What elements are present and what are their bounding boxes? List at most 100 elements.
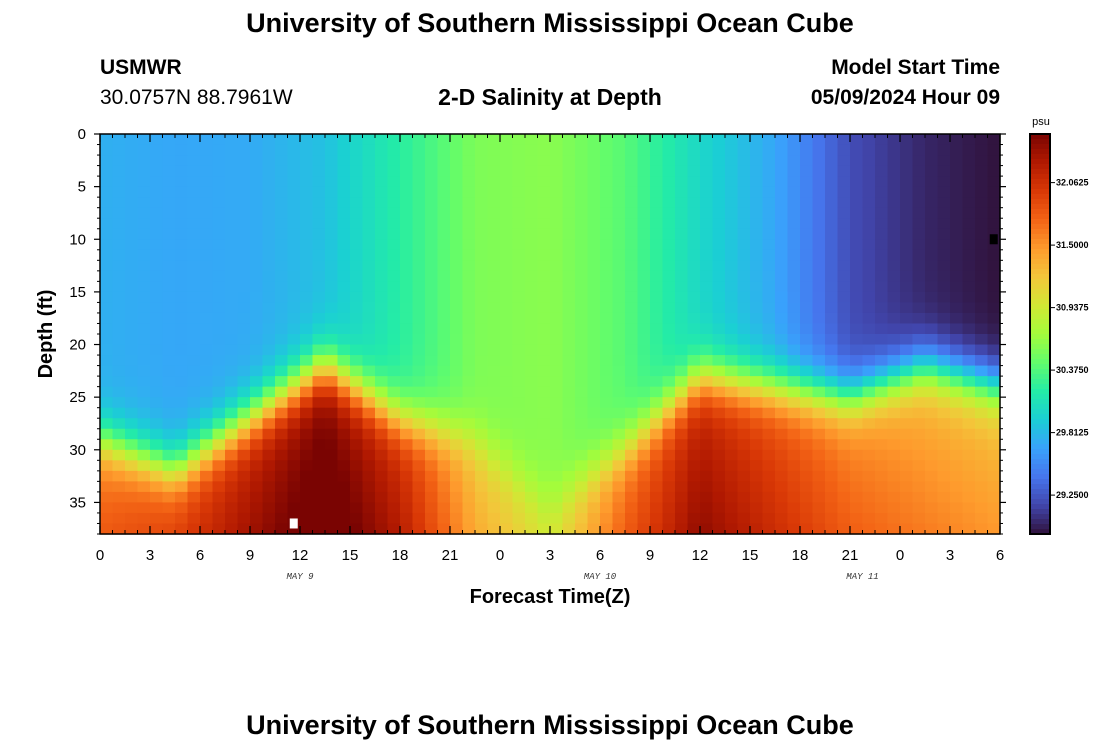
heatmap-cell: [737, 428, 751, 440]
heatmap-cell: [937, 407, 951, 419]
heatmap-cell: [937, 470, 951, 482]
heatmap-cell: [700, 218, 714, 230]
heatmap-cell: [162, 239, 176, 251]
heatmap-cell: [950, 418, 964, 430]
colorbar-tick-label: 29.2500: [1056, 490, 1089, 500]
heatmap-cell: [987, 449, 1001, 461]
heatmap-cell: [825, 365, 839, 377]
heatmap-cell: [712, 207, 726, 219]
heatmap-cell: [325, 470, 339, 482]
heatmap-cell: [100, 281, 114, 293]
heatmap-cell: [962, 523, 976, 535]
colorbar-segment: [1030, 449, 1050, 455]
heatmap-cell: [812, 449, 826, 461]
heatmap-cell: [437, 186, 451, 198]
heatmap-cell: [237, 144, 251, 156]
heatmap-cell: [762, 323, 776, 335]
heatmap-cell: [275, 491, 289, 504]
heatmap-cell: [362, 512, 376, 525]
heatmap-cell: [700, 291, 714, 304]
heatmap-cell: [387, 249, 401, 261]
heatmap-cell: [200, 155, 214, 167]
heatmap-cell: [237, 407, 251, 419]
heatmap-cell: [287, 491, 301, 504]
heatmap-cell: [800, 323, 814, 335]
heatmap-cell: [450, 197, 464, 209]
heatmap-cell: [412, 281, 426, 293]
heatmap-cell: [425, 502, 439, 514]
heatmap-cell: [950, 502, 964, 514]
heatmap-cell: [850, 502, 864, 514]
heatmap-cell: [800, 281, 814, 293]
heatmap-cell: [575, 365, 589, 377]
heatmap-cell: [175, 323, 189, 335]
heatmap-cell: [875, 312, 889, 325]
heatmap-cell: [775, 344, 789, 356]
heatmap-cell: [675, 386, 689, 398]
heatmap-cell: [887, 386, 901, 398]
heatmap-cell: [987, 312, 1001, 325]
heatmap-cell: [575, 134, 589, 146]
heatmap-cell: [662, 249, 676, 261]
heatmap-cell: [850, 207, 864, 219]
heatmap-cell: [625, 197, 639, 209]
heatmap-cell: [862, 144, 876, 156]
heatmap-cell: [762, 365, 776, 377]
heatmap-cell: [162, 228, 176, 240]
heatmap-cell: [687, 439, 701, 451]
heatmap-cell: [725, 239, 739, 251]
heatmap-cell: [687, 386, 701, 398]
heatmap-cell: [675, 449, 689, 461]
heatmap-cell: [112, 481, 126, 493]
heatmap-cell: [225, 407, 239, 419]
colorbar-segment: [1030, 429, 1050, 435]
heatmap-cell: [487, 228, 501, 240]
heatmap-cell: [262, 239, 276, 251]
heatmap-cell: [375, 176, 389, 188]
heatmap-cell: [425, 270, 439, 282]
heatmap-cell: [737, 365, 751, 377]
heatmap-cell: [975, 355, 989, 367]
heatmap-cell: [562, 365, 576, 377]
heatmap-cell: [675, 376, 689, 388]
heatmap-cell: [637, 323, 651, 335]
x-tick-label: 0: [896, 547, 904, 564]
heatmap-cell: [387, 281, 401, 293]
heatmap-cell: [475, 291, 489, 304]
heatmap-cell: [487, 312, 501, 325]
heatmap-cell: [262, 397, 276, 409]
heatmap-cell: [312, 365, 326, 377]
heatmap-cell: [237, 523, 251, 535]
heatmap-cell: [450, 323, 464, 335]
heatmap-cell: [637, 228, 651, 240]
heatmap-cell: [700, 197, 714, 209]
heatmap-cell: [487, 407, 501, 419]
heatmap-cell: [737, 470, 751, 482]
heatmap-cell: [237, 218, 251, 230]
heatmap-cell: [975, 470, 989, 482]
heatmap-cell: [962, 260, 976, 272]
heatmap-cell: [325, 197, 339, 209]
heatmap-cell: [212, 134, 226, 146]
heatmap-cell: [812, 460, 826, 472]
heatmap-cell: [912, 407, 926, 419]
x-tick-label: 3: [946, 547, 954, 564]
heatmap-cell: [512, 291, 526, 304]
heatmap-cell: [162, 249, 176, 261]
heatmap-cell: [362, 218, 376, 230]
heatmap-cell: [825, 334, 839, 346]
heatmap-cell: [500, 312, 514, 325]
heatmap-cell: [700, 312, 714, 325]
heatmap-cell: [350, 502, 364, 514]
heatmap-cell: [575, 155, 589, 167]
heatmap-cell: [887, 165, 901, 177]
heatmap-cell: [425, 312, 439, 325]
heatmap-cell: [887, 323, 901, 335]
heatmap-cell: [912, 249, 926, 261]
heatmap-cell: [537, 207, 551, 219]
heatmap-cell: [575, 418, 589, 430]
heatmap-cell: [550, 365, 564, 377]
heatmap-cell: [825, 449, 839, 461]
heatmap-cell: [637, 407, 651, 419]
heatmap-cell: [400, 523, 414, 535]
